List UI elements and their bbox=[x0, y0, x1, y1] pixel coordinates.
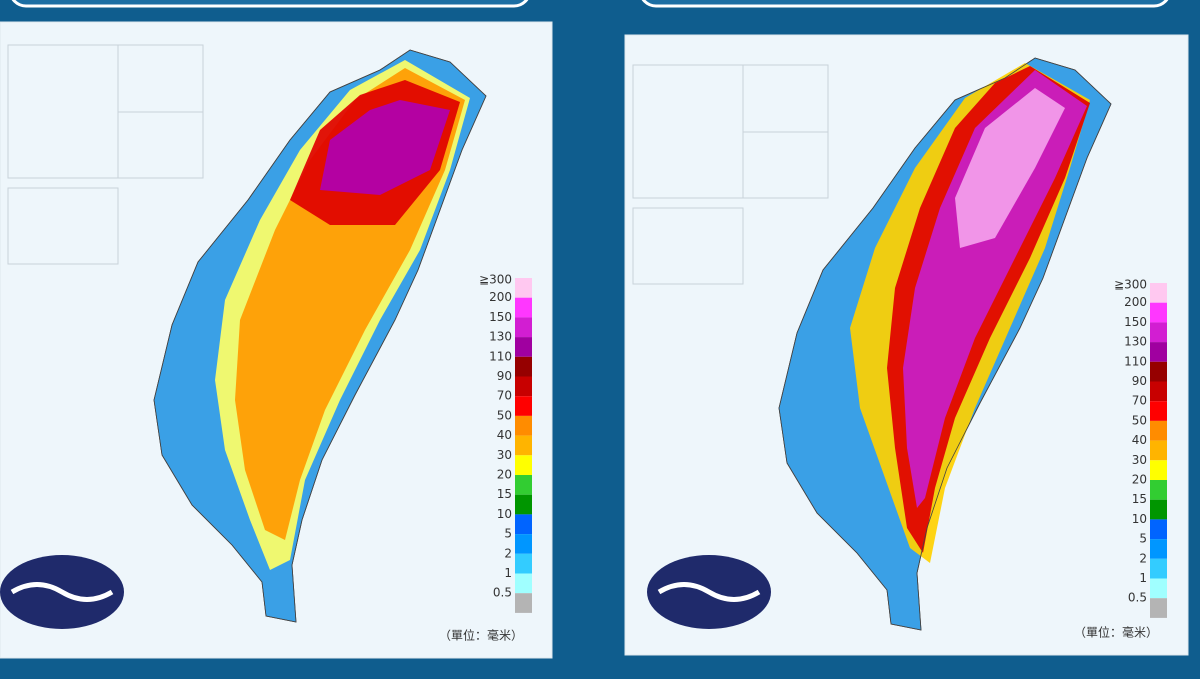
legend-label: 30 bbox=[1132, 453, 1147, 467]
legend-label: 130 bbox=[489, 330, 512, 344]
legend-swatch bbox=[515, 396, 532, 416]
legend-label: 1 bbox=[1139, 571, 1147, 585]
legend-swatch bbox=[515, 297, 532, 318]
legend-label: 10 bbox=[497, 507, 512, 521]
inset-box bbox=[632, 207, 744, 285]
legend-label: 130 bbox=[1124, 335, 1147, 349]
legend-label: 15 bbox=[1132, 492, 1147, 506]
legend-label: ≧300 bbox=[479, 273, 512, 287]
legend-swatch bbox=[515, 455, 532, 475]
legend-swatch bbox=[1150, 539, 1167, 559]
legend-swatch bbox=[1150, 460, 1167, 480]
map-panel: ≧300 200 150 130 110 90 70 50 40 30 20 15 10 5 2 1 0.5 （單… bbox=[624, 34, 1189, 656]
legend-label: 50 bbox=[497, 408, 512, 422]
legend-swatch bbox=[515, 317, 532, 338]
legend-swatch bbox=[515, 494, 532, 515]
legend-label: 5 bbox=[504, 527, 512, 541]
legend-label: 2 bbox=[1139, 551, 1147, 565]
inset-box bbox=[117, 111, 204, 179]
rain-area bbox=[320, 100, 450, 195]
legend-label: 30 bbox=[497, 448, 512, 462]
legend-label: 70 bbox=[497, 389, 512, 403]
legend-label: 110 bbox=[1124, 354, 1147, 368]
legend-swatch bbox=[515, 514, 532, 535]
legend-swatch bbox=[515, 553, 532, 574]
inset-box bbox=[742, 131, 829, 199]
legend-swatch bbox=[515, 376, 532, 397]
legend-label: 1 bbox=[504, 566, 512, 580]
legend-label: 40 bbox=[497, 428, 512, 442]
map-panel: ≧300 200 150 130 110 90 70 50 40 30 20 15 10 5 2 1 0.5 （單… bbox=[0, 21, 553, 659]
legend-swatch bbox=[1150, 361, 1167, 382]
island-border bbox=[778, 57, 1112, 631]
legend-swatch bbox=[1150, 342, 1167, 362]
legend-label: 150 bbox=[489, 310, 512, 324]
legend-swatch bbox=[515, 435, 532, 456]
legend-swatch bbox=[1150, 420, 1167, 441]
legend-swatch bbox=[1150, 283, 1167, 303]
rain-area bbox=[903, 70, 1087, 508]
legend-swatch bbox=[515, 415, 532, 436]
legend-swatch bbox=[515, 475, 532, 495]
legend-swatch bbox=[1150, 381, 1167, 402]
logo-wave bbox=[657, 582, 761, 602]
legend-swatch bbox=[1150, 558, 1167, 579]
legend-swatch bbox=[1150, 499, 1167, 520]
legend-label: 150 bbox=[1124, 315, 1147, 329]
legend-label: 2 bbox=[504, 546, 512, 560]
legend-swatch bbox=[1150, 401, 1167, 421]
legend-swatch bbox=[1150, 480, 1167, 500]
legend-label: 20 bbox=[497, 468, 512, 482]
legend-label: 20 bbox=[1132, 473, 1147, 487]
legend-swatch bbox=[515, 337, 532, 357]
legend-label: 50 bbox=[1132, 413, 1147, 427]
header-box bbox=[641, 0, 1169, 8]
legend-label: 70 bbox=[1132, 394, 1147, 408]
legend-label: 200 bbox=[489, 290, 512, 304]
legend-label: 10 bbox=[1132, 512, 1147, 526]
inset-box bbox=[7, 187, 119, 265]
legend-label: 5 bbox=[1139, 532, 1147, 546]
legend-swatch bbox=[1150, 598, 1167, 618]
legend-swatch bbox=[515, 356, 532, 377]
legend-swatch bbox=[515, 534, 532, 554]
header-box bbox=[11, 0, 529, 8]
rain-area bbox=[955, 88, 1065, 248]
legend-swatch bbox=[515, 573, 532, 594]
legend-swatch bbox=[1150, 322, 1167, 343]
legend-swatch bbox=[1150, 578, 1167, 599]
legend-label: 90 bbox=[497, 369, 512, 383]
legend-swatch bbox=[515, 278, 532, 298]
legend-label: ≧300 bbox=[1114, 278, 1147, 292]
legend-label: 110 bbox=[489, 349, 512, 363]
legend-swatch bbox=[515, 593, 532, 613]
legend-label: 90 bbox=[1132, 374, 1147, 388]
legend-swatch bbox=[1150, 519, 1167, 540]
legend-label: 40 bbox=[1132, 433, 1147, 447]
legend-swatch bbox=[1150, 302, 1167, 323]
legend-label: 15 bbox=[497, 487, 512, 501]
legend-label: 0.5 bbox=[1128, 591, 1147, 605]
legend-label: 200 bbox=[1124, 295, 1147, 309]
legend-swatch bbox=[1150, 440, 1167, 461]
unit-label: （單位：毫米） bbox=[1074, 625, 1158, 640]
legend-label: 0.5 bbox=[493, 586, 512, 600]
logo-wave bbox=[10, 582, 114, 602]
unit-label: （單位：毫米） bbox=[439, 628, 523, 643]
island-border bbox=[153, 49, 487, 623]
